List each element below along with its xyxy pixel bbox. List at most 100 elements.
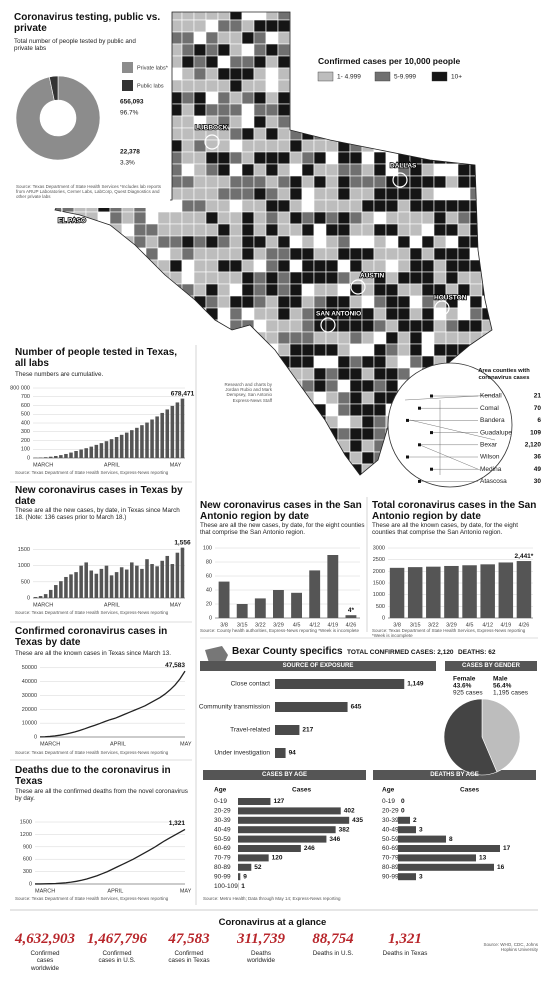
county bbox=[205, 151, 219, 165]
county bbox=[457, 247, 471, 261]
county bbox=[325, 151, 339, 165]
county bbox=[433, 19, 447, 33]
county bbox=[266, 476, 278, 488]
county bbox=[337, 331, 351, 345]
county bbox=[181, 235, 195, 249]
county bbox=[181, 151, 195, 165]
county bbox=[277, 343, 291, 357]
county bbox=[97, 379, 111, 393]
county bbox=[421, 283, 435, 297]
county bbox=[313, 211, 327, 225]
county bbox=[349, 343, 363, 357]
county bbox=[325, 163, 339, 177]
county bbox=[385, 319, 399, 333]
x-tick-label: APRIL bbox=[104, 602, 120, 608]
county bbox=[445, 12, 459, 21]
county bbox=[193, 67, 207, 81]
county bbox=[494, 308, 506, 320]
county bbox=[421, 139, 435, 153]
county bbox=[181, 199, 195, 213]
county bbox=[121, 379, 135, 393]
county bbox=[325, 247, 339, 261]
county bbox=[181, 55, 195, 69]
county bbox=[109, 271, 123, 285]
county bbox=[253, 343, 267, 357]
county bbox=[481, 43, 492, 57]
county bbox=[409, 319, 423, 333]
county bbox=[61, 391, 75, 405]
glance-caption: Deaths in U.S. bbox=[312, 950, 354, 957]
county bbox=[181, 187, 195, 201]
county bbox=[265, 355, 279, 369]
county bbox=[433, 91, 447, 105]
county bbox=[85, 319, 99, 333]
county bbox=[469, 355, 483, 369]
county bbox=[193, 151, 207, 165]
chart-title: Number of people tested in Texas, all la… bbox=[15, 347, 178, 369]
bar bbox=[155, 566, 159, 598]
county bbox=[133, 223, 147, 237]
county bbox=[325, 199, 339, 213]
county bbox=[481, 295, 492, 309]
county bbox=[469, 139, 483, 153]
category-label: 40-49 bbox=[214, 826, 231, 833]
county bbox=[325, 12, 339, 21]
county bbox=[385, 211, 399, 225]
county bbox=[253, 139, 267, 153]
chart-source: Source: County health authorities, Expre… bbox=[200, 628, 359, 633]
bar bbox=[74, 451, 78, 458]
county bbox=[313, 115, 327, 129]
county bbox=[55, 427, 63, 441]
county bbox=[301, 187, 315, 201]
county bbox=[361, 79, 375, 93]
county bbox=[337, 19, 351, 33]
bar bbox=[130, 430, 134, 458]
county bbox=[325, 127, 339, 141]
county bbox=[241, 175, 255, 189]
county bbox=[277, 379, 291, 393]
county bbox=[421, 235, 435, 249]
county-name: Bexar bbox=[480, 442, 498, 449]
county bbox=[229, 31, 243, 45]
county bbox=[253, 103, 267, 117]
county bbox=[73, 247, 87, 261]
county bbox=[289, 55, 303, 69]
bar bbox=[89, 446, 94, 458]
county bbox=[229, 343, 243, 357]
county bbox=[265, 31, 279, 45]
county bbox=[325, 91, 339, 105]
bar bbox=[398, 845, 500, 852]
county bbox=[301, 91, 315, 105]
glance-caption: Confirmed cases in Texas bbox=[168, 950, 210, 965]
bar bbox=[59, 581, 63, 598]
bar bbox=[516, 561, 532, 618]
county bbox=[277, 31, 291, 45]
county bbox=[205, 223, 219, 237]
county bbox=[361, 163, 375, 177]
county-value: 30 bbox=[534, 478, 542, 485]
county bbox=[494, 212, 506, 224]
y-tick-label: 50000 bbox=[22, 665, 37, 671]
column-label: Age bbox=[214, 787, 227, 794]
chart-title: Total coronavirus cases in the San Anton… bbox=[372, 500, 537, 522]
county bbox=[205, 187, 219, 201]
city-marker bbox=[47, 202, 63, 218]
county bbox=[205, 451, 219, 465]
county bbox=[301, 367, 315, 381]
county bbox=[373, 283, 387, 297]
county bbox=[85, 271, 99, 285]
county bbox=[277, 12, 291, 21]
county bbox=[373, 319, 387, 333]
column-label: Age bbox=[382, 787, 395, 794]
county bbox=[361, 415, 375, 429]
county bbox=[325, 43, 339, 57]
county bbox=[289, 199, 303, 213]
bar bbox=[238, 798, 271, 805]
pie-label: 925 cases bbox=[453, 690, 483, 697]
county bbox=[361, 139, 375, 153]
county bbox=[229, 187, 243, 201]
county bbox=[373, 19, 387, 33]
county bbox=[433, 331, 447, 345]
county bbox=[55, 319, 63, 333]
county bbox=[97, 223, 111, 237]
